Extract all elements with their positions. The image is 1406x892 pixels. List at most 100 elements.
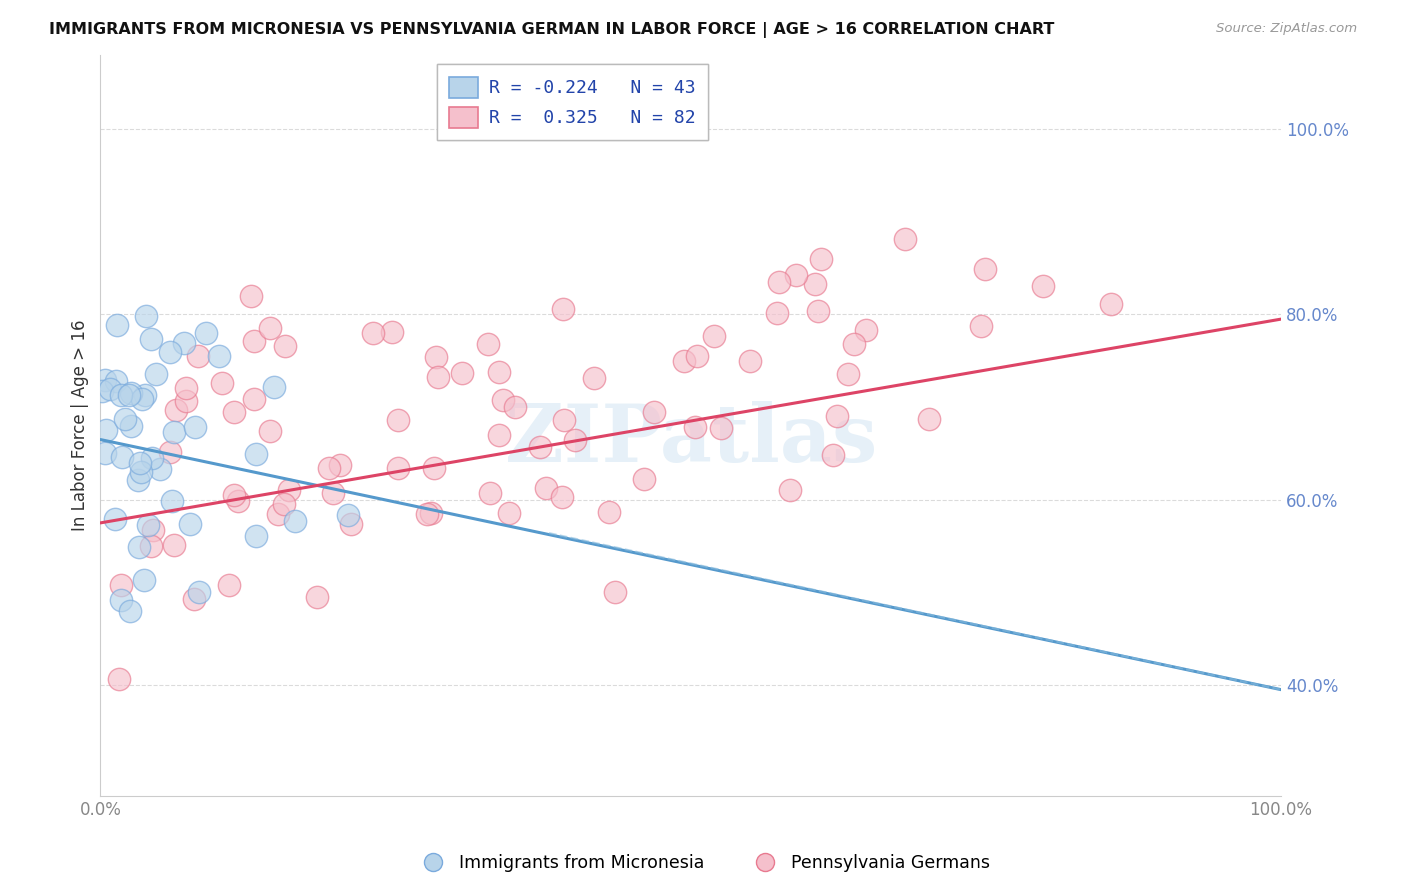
Point: [918, 412, 941, 426]
Point: [128, 456, 150, 470]
Text: Source: ZipAtlas.com: Source: ZipAtlas.com: [1216, 22, 1357, 36]
Point: [187, 585, 209, 599]
Point: [603, 584, 626, 599]
Point: [195, 326, 218, 340]
Point: [337, 508, 360, 523]
Point: [131, 392, 153, 406]
Point: [529, 440, 551, 454]
Point: [633, 472, 655, 486]
Point: [387, 461, 409, 475]
Point: [259, 321, 281, 335]
Point: [553, 412, 575, 426]
Y-axis label: In Labor Force | Age > 16: In Labor Force | Age > 16: [72, 320, 89, 532]
Point: [415, 508, 437, 522]
Point: [114, 412, 136, 426]
Point: [183, 592, 205, 607]
Point: [104, 512, 127, 526]
Point: [173, 336, 195, 351]
Point: [810, 252, 832, 267]
Point: [142, 523, 165, 537]
Text: ZIPatlas: ZIPatlas: [505, 401, 877, 480]
Point: [765, 306, 787, 320]
Point: [139, 332, 162, 346]
Point: [110, 578, 132, 592]
Point: [118, 604, 141, 618]
Point: [226, 493, 249, 508]
Point: [120, 385, 142, 400]
Point: [159, 444, 181, 458]
Point: [129, 465, 152, 479]
Point: [479, 486, 502, 500]
Point: [318, 460, 340, 475]
Point: [823, 448, 845, 462]
Legend: R = -0.224   N = 43, R =  0.325   N = 82: R = -0.224 N = 43, R = 0.325 N = 82: [437, 64, 709, 140]
Point: [855, 323, 877, 337]
Point: [284, 514, 307, 528]
Point: [117, 388, 139, 402]
Point: [273, 497, 295, 511]
Point: [104, 374, 127, 388]
Point: [564, 433, 586, 447]
Point: [263, 380, 285, 394]
Point: [1099, 297, 1122, 311]
Point: [420, 507, 443, 521]
Point: [163, 538, 186, 552]
Point: [267, 508, 290, 522]
Point: [94, 446, 117, 460]
Point: [184, 420, 207, 434]
Point: [274, 339, 297, 353]
Point: [477, 337, 499, 351]
Point: [970, 318, 993, 333]
Point: [329, 458, 352, 472]
Point: [450, 366, 472, 380]
Point: [145, 368, 167, 382]
Point: [277, 483, 299, 497]
Point: [222, 487, 245, 501]
Point: [245, 529, 267, 543]
Point: [160, 494, 183, 508]
Point: [683, 419, 706, 434]
Point: [842, 337, 865, 351]
Point: [98, 382, 121, 396]
Point: [94, 423, 117, 437]
Point: [174, 380, 197, 394]
Point: [740, 353, 762, 368]
Point: [187, 349, 209, 363]
Point: [503, 400, 526, 414]
Point: [785, 268, 807, 283]
Point: [105, 318, 128, 333]
Point: [91, 384, 114, 398]
Point: [149, 461, 172, 475]
Point: [361, 326, 384, 341]
Legend: Immigrants from Micronesia, Pennsylvania Germans: Immigrants from Micronesia, Pennsylvania…: [409, 847, 997, 879]
Point: [804, 277, 827, 292]
Point: [134, 388, 156, 402]
Point: [551, 301, 574, 316]
Point: [827, 409, 849, 424]
Point: [121, 419, 143, 434]
Point: [239, 289, 262, 303]
Point: [807, 303, 830, 318]
Point: [498, 506, 520, 520]
Point: [134, 573, 156, 587]
Point: [488, 365, 510, 379]
Point: [426, 370, 449, 384]
Point: [423, 461, 446, 475]
Point: [159, 345, 181, 359]
Point: [340, 517, 363, 532]
Point: [322, 486, 344, 500]
Point: [779, 483, 801, 497]
Point: [243, 392, 266, 406]
Point: [387, 413, 409, 427]
Point: [128, 540, 150, 554]
Point: [425, 351, 447, 365]
Point: [179, 517, 201, 532]
Point: [141, 539, 163, 553]
Point: [165, 403, 187, 417]
Point: [837, 367, 859, 381]
Point: [243, 334, 266, 348]
Point: [768, 275, 790, 289]
Point: [551, 490, 574, 504]
Point: [643, 405, 665, 419]
Point: [218, 577, 240, 591]
